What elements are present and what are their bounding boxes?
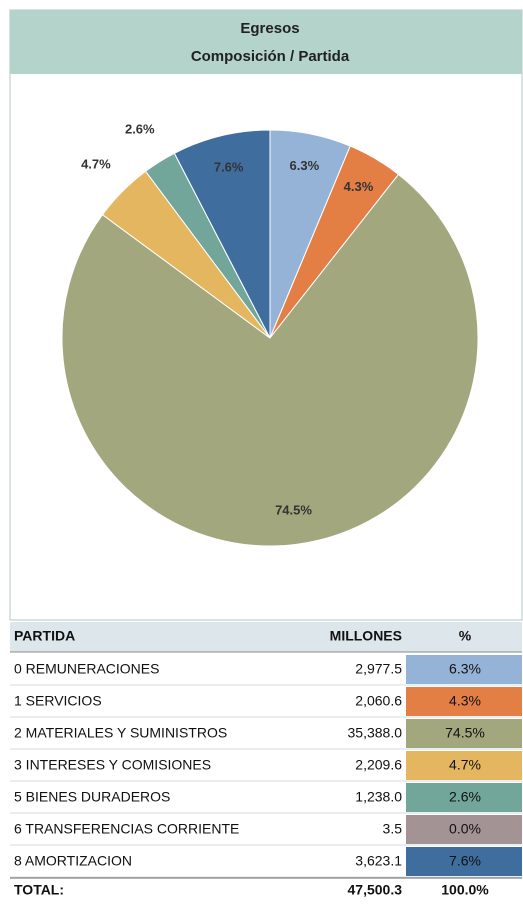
total-millones: 47,500.3 (348, 882, 403, 898)
chart-title: Egresos (240, 20, 299, 37)
pie-slice (61, 173, 479, 547)
row-name: 5 BIENES DURADEROS (14, 789, 170, 805)
row-percent: 4.3% (449, 693, 481, 709)
row-millones: 2,977.5 (355, 661, 402, 677)
slice-label: 74.5% (275, 503, 312, 518)
row-name: 1 SERVICIOS (14, 693, 102, 709)
row-name: 0 REMUNERACIONES (14, 661, 159, 677)
column-header: % (459, 628, 472, 644)
percent-cell (406, 815, 522, 844)
percent-cell (406, 655, 522, 684)
row-millones: 2,209.6 (355, 757, 402, 773)
row-name: 6 TRANSFERENCIAS CORRIENTE (14, 821, 239, 837)
percent-cell (406, 783, 522, 812)
row-millones: 1,238.0 (355, 789, 402, 805)
column-header: PARTIDA (14, 628, 75, 644)
row-name: 3 INTERESES Y COMISIONES (14, 757, 211, 773)
row-percent: 7.6% (449, 853, 481, 869)
chart-subtitle: Composición / Partida (191, 48, 350, 65)
row-percent: 4.7% (449, 757, 481, 773)
percent-cell (406, 847, 522, 876)
row-name: 8 AMORTIZACION (14, 853, 132, 869)
table-header-band (10, 622, 522, 652)
slice-label: 7.6% (214, 160, 244, 175)
percent-cell (406, 719, 522, 748)
row-percent: 74.5% (445, 725, 485, 741)
row-millones: 3.5 (383, 821, 403, 837)
slice-label: 4.7% (81, 156, 111, 171)
total-percent: 100.0% (441, 882, 489, 898)
total-label: TOTAL: (14, 882, 64, 898)
pie-slice (173, 129, 271, 339)
percent-cell (406, 687, 522, 716)
slice-label: 2.6% (125, 121, 155, 136)
row-name: 2 MATERIALES Y SUMINISTROS (14, 725, 227, 741)
column-header: MILLONES (330, 628, 402, 644)
row-millones: 3,623.1 (355, 853, 402, 869)
title-band (10, 10, 522, 74)
slice-label: 6.3% (290, 158, 320, 173)
row-millones: 35,388.0 (348, 725, 403, 741)
percent-cell (406, 751, 522, 780)
row-percent: 0.0% (449, 821, 481, 837)
row-percent: 6.3% (449, 661, 481, 677)
row-percent: 2.6% (449, 789, 481, 805)
row-millones: 2,060.6 (355, 693, 402, 709)
slice-label: 4.3% (344, 179, 374, 194)
